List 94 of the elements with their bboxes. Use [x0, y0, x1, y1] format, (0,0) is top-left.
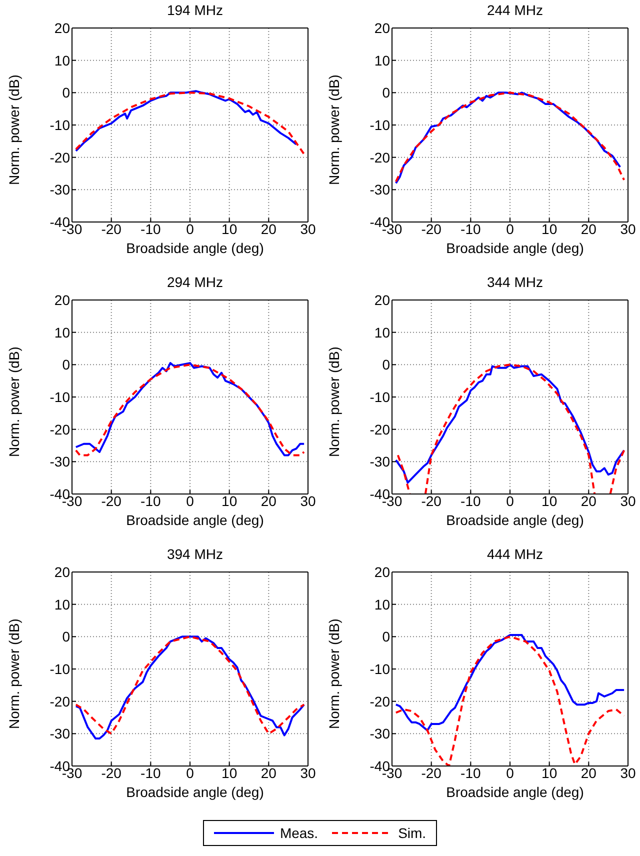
- y-tick-label: 10: [374, 324, 390, 340]
- x-tick-label: -10: [140, 764, 161, 781]
- chart-title: 244 MHz: [486, 2, 544, 18]
- x-tick-label: -20: [421, 492, 442, 509]
- y-tick-label: 10: [54, 596, 70, 612]
- x-tick-label: 30: [300, 220, 316, 237]
- y-tick-label: 10: [54, 324, 70, 340]
- y-axis-title: Norm. power (dB): [326, 74, 342, 185]
- y-tick-label: 10: [374, 52, 390, 68]
- x-tick-label: 0: [506, 220, 514, 237]
- legend-label: Meas.: [280, 825, 318, 841]
- y-tick-label: -10: [50, 388, 70, 405]
- y-tick-label: 0: [382, 84, 390, 101]
- x-tick-label: 10: [222, 764, 238, 781]
- x-axis-title: Broadside angle (deg): [125, 240, 265, 256]
- y-tick-label: -10: [50, 660, 70, 677]
- x-tick-label: -20: [101, 492, 122, 509]
- x-tick-label: 20: [260, 764, 277, 781]
- y-tick-label: 20: [374, 20, 390, 36]
- y-axis-title: Norm. power (dB): [326, 346, 342, 457]
- x-tick-label: 30: [300, 764, 316, 781]
- x-tick-label: -10: [140, 492, 161, 509]
- x-tick-label: -20: [421, 764, 442, 781]
- x-tick-label: 20: [260, 492, 277, 509]
- x-axis-title: Broadside angle (deg): [445, 512, 585, 528]
- y-tick-label: -10: [370, 388, 390, 405]
- x-tick-label: 10: [542, 492, 558, 509]
- x-tick-label: 30: [620, 492, 636, 509]
- y-axis-title: Norm. power (dB): [6, 74, 22, 185]
- y-tick-label: -30: [370, 726, 390, 742]
- x-tick-label: -10: [460, 492, 481, 509]
- x-axis-title: Broadside angle (deg): [125, 512, 265, 528]
- x-tick-label: -10: [140, 220, 161, 237]
- y-tick-label: -20: [50, 421, 70, 438]
- y-tick-label: 20: [374, 292, 390, 308]
- x-tick-label: 0: [506, 764, 514, 781]
- x-tick-label: -20: [421, 220, 442, 237]
- chart-title: 444 MHz: [486, 546, 544, 562]
- y-tick-label: 0: [62, 356, 70, 373]
- x-tick-label: 20: [260, 220, 277, 237]
- x-axis-title: Broadside angle (deg): [445, 240, 585, 256]
- x-tick-label: 10: [222, 492, 238, 509]
- y-tick-label: -30: [370, 182, 390, 198]
- y-axis-title: Norm. power (dB): [326, 618, 342, 729]
- y-tick-label: -10: [370, 116, 390, 133]
- y-tick-label: -20: [370, 421, 390, 438]
- chart-title: 344 MHz: [486, 274, 544, 290]
- y-tick-label: -10: [50, 116, 70, 133]
- legend-label: Sim.: [398, 825, 426, 841]
- x-tick-label: 0: [186, 220, 194, 237]
- x-tick-label: 0: [186, 492, 194, 509]
- x-tick-label: -20: [101, 220, 122, 237]
- x-tick-label: 10: [542, 764, 558, 781]
- y-axis-title: Norm. power (dB): [6, 618, 22, 729]
- x-tick-label: -20: [101, 764, 122, 781]
- y-tick-label: -20: [50, 693, 70, 710]
- y-tick-label: 20: [54, 20, 70, 36]
- y-tick-label: 20: [54, 564, 70, 580]
- y-tick-label: 20: [374, 564, 390, 580]
- x-tick-label: 30: [300, 492, 316, 509]
- y-tick-label: -20: [370, 149, 390, 166]
- x-tick-label: 20: [580, 764, 597, 781]
- line-series: [394, 636, 626, 766]
- y-tick-label: -20: [370, 693, 390, 710]
- y-tick-label: -30: [50, 726, 70, 742]
- x-tick-label: 20: [580, 492, 597, 509]
- x-tick-label: 10: [542, 220, 558, 237]
- y-tick-label: 0: [382, 356, 390, 373]
- chart-title: 394 MHz: [166, 546, 224, 562]
- chart-title: 194 MHz: [166, 2, 224, 18]
- y-tick-label: 20: [54, 292, 70, 308]
- x-tick-label: 30: [620, 764, 636, 781]
- y-tick-label: -30: [370, 454, 390, 470]
- y-tick-label: -30: [50, 454, 70, 470]
- y-tick-label: 0: [62, 628, 70, 645]
- y-tick-label: 0: [62, 84, 70, 101]
- x-axis-title: Broadside angle (deg): [445, 784, 585, 800]
- y-axis-title: Norm. power (dB): [6, 346, 22, 457]
- x-tick-label: 10: [222, 220, 238, 237]
- x-tick-label: -10: [460, 220, 481, 237]
- x-tick-label: 20: [580, 220, 597, 237]
- x-tick-label: 30: [620, 220, 636, 237]
- x-tick-label: 0: [186, 764, 194, 781]
- y-tick-label: 10: [374, 596, 390, 612]
- y-tick-label: -10: [370, 660, 390, 677]
- line-series: [394, 634, 626, 732]
- x-tick-label: 0: [506, 492, 514, 509]
- y-tick-label: -30: [50, 182, 70, 198]
- y-tick-label: -20: [50, 149, 70, 166]
- y-tick-label: 10: [54, 52, 70, 68]
- x-tick-label: -10: [460, 764, 481, 781]
- x-axis-title: Broadside angle (deg): [125, 784, 265, 800]
- y-tick-label: 0: [382, 628, 390, 645]
- chart-title: 294 MHz: [166, 274, 224, 290]
